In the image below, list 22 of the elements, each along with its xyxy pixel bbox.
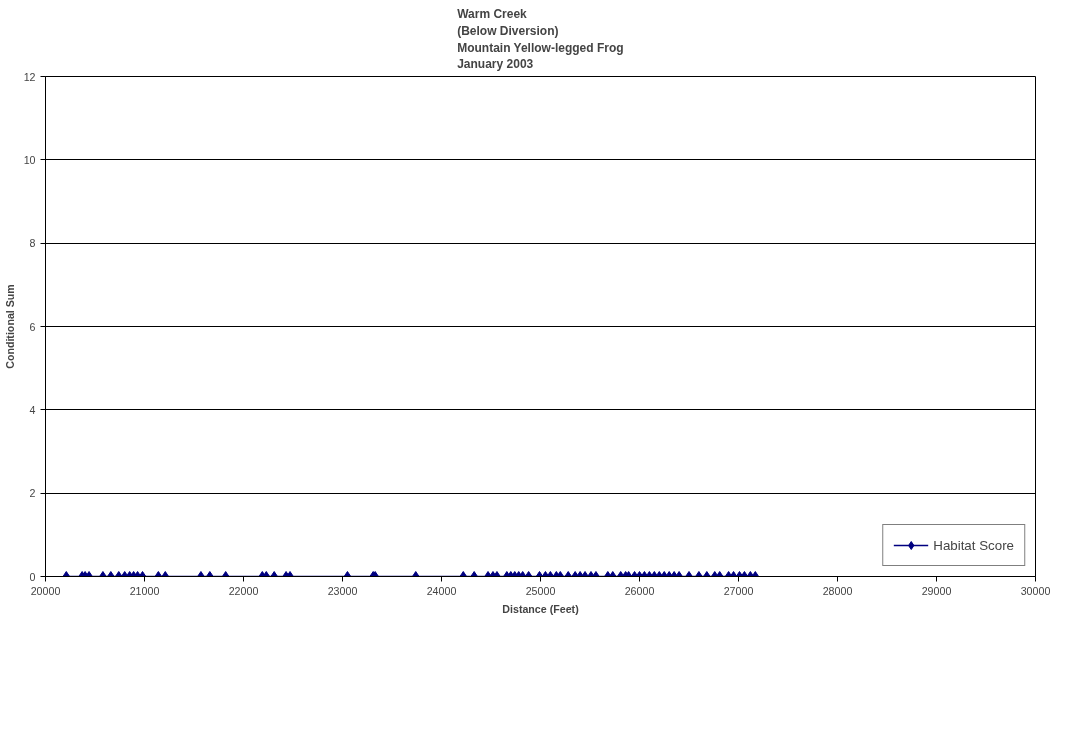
x-tick-label: 22000 (228, 584, 259, 597)
x-tick-label: 28000 (822, 584, 853, 597)
x-tick-label: 21000 (129, 584, 160, 597)
x-tick-label: 27000 (723, 584, 754, 597)
y-axis-title: Conditional Sum (3, 284, 16, 369)
x-tick-label: 24000 (426, 584, 457, 597)
y-tick-label: 6 (29, 320, 36, 333)
y-tick-label: 2 (29, 487, 36, 500)
y-tick-label: 4 (29, 403, 36, 416)
y-tick-label: 10 (23, 153, 36, 166)
y-tick-label: 8 (29, 237, 36, 250)
x-tick-label: 20000 (30, 584, 61, 597)
y-tick-label: 12 (23, 70, 36, 83)
x-tick-label: 26000 (624, 584, 655, 597)
x-tick-label: 30000 (1020, 584, 1051, 597)
x-tick-label: 29000 (921, 584, 952, 597)
legend-label: Habitat Score (933, 537, 1014, 553)
x-axis-title: Distance (Feet) (502, 602, 580, 615)
x-tick-label: 23000 (327, 584, 358, 597)
y-tick-label: 0 (29, 570, 36, 583)
chart-title: Warm Creek (Below Diversion) Mountain Yellow-legged Frog January 2003 (457, 7, 624, 72)
x-tick-label: 25000 (525, 584, 556, 597)
